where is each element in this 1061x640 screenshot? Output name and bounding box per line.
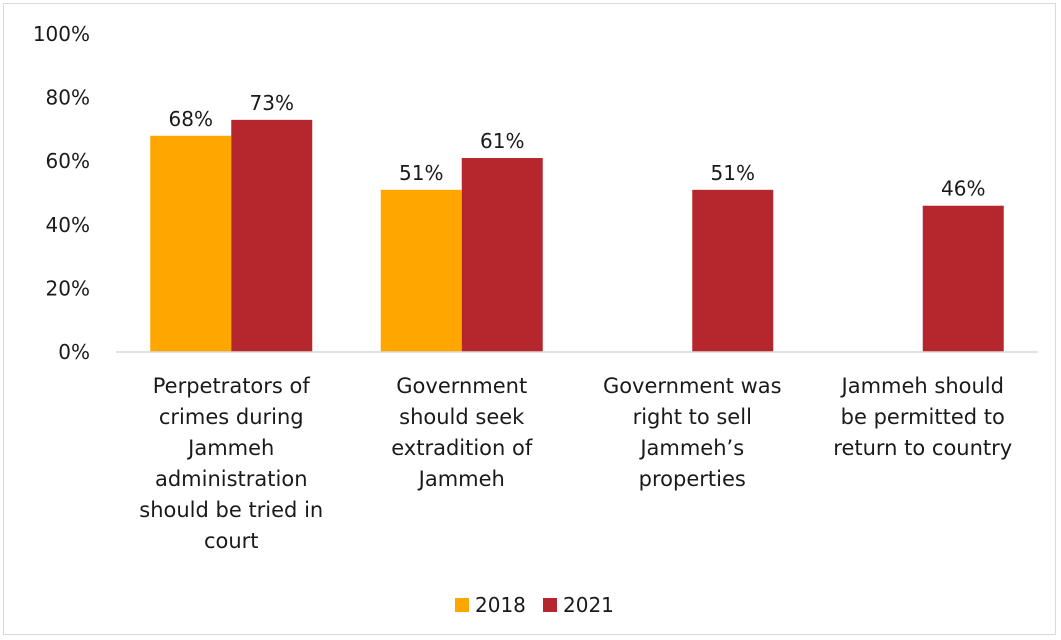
category-label: Perpetrators of crimes during Jammeh admini…	[139, 374, 323, 553]
legend-swatch-2021	[543, 598, 557, 612]
category-label: Government was right to sell Jammeh’s prope…	[603, 374, 782, 491]
legend-label-2021: 2021	[563, 593, 614, 617]
bar-2021	[692, 189, 774, 352]
category-label: Jammeh should be permitted to return to co…	[833, 374, 1012, 460]
data-label-2018: 68%	[169, 107, 213, 131]
y-axis-ticks: 0% 20% 40% 60% 80% 100%	[33, 22, 90, 364]
y-tick-label: 60%	[46, 149, 90, 173]
legend-swatch-2018	[455, 598, 469, 612]
y-tick-label: 20%	[46, 276, 90, 300]
data-label-2018: 51%	[399, 161, 443, 185]
data-labels: 68% 73% 51% 61% 51% 46%	[169, 91, 986, 201]
data-label-2021: 51%	[711, 161, 755, 185]
bars	[150, 119, 1004, 352]
y-tick-label: 40%	[46, 213, 90, 237]
category-labels: Perpetrators of crimes during Jammeh admini…	[139, 374, 1012, 553]
bar-2018	[380, 189, 462, 352]
bar-2021	[231, 119, 313, 352]
bar-2018	[150, 135, 232, 352]
bar-2021	[461, 158, 543, 352]
y-tick-label: 80%	[46, 86, 90, 110]
data-label-2021: 46%	[941, 177, 985, 201]
legend-label-2018: 2018	[475, 593, 526, 617]
bar-2021	[922, 205, 1004, 352]
y-tick-label: 0%	[58, 340, 90, 364]
category-label: Government should seek extradition of Jamme…	[391, 374, 533, 491]
data-label-2021: 73%	[250, 91, 294, 115]
data-label-2021: 61%	[480, 129, 524, 153]
legend: 2018 2021	[455, 593, 614, 617]
y-tick-label: 100%	[33, 22, 90, 46]
